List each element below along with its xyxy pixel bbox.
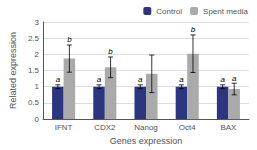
svg-text:IFNT: IFNT: [55, 123, 73, 132]
svg-text:2.5: 2.5: [28, 34, 40, 43]
svg-text:3: 3: [35, 18, 40, 27]
svg-text:1: 1: [35, 82, 40, 91]
svg-text:b: b: [108, 47, 113, 56]
svg-text:Spent media: Spent media: [203, 7, 248, 16]
svg-text:Control: Control: [156, 7, 182, 16]
svg-text:a: a: [97, 75, 102, 84]
svg-text:a: a: [232, 74, 237, 83]
svg-text:b: b: [191, 25, 196, 34]
svg-text:2: 2: [35, 50, 40, 59]
svg-text:CDX2: CDX2: [94, 123, 116, 132]
svg-text:0.5: 0.5: [28, 98, 40, 107]
svg-text:b: b: [67, 35, 72, 44]
svg-text:0: 0: [35, 115, 40, 124]
svg-text:a: a: [179, 75, 184, 84]
svg-text:Nanog: Nanog: [134, 123, 158, 132]
svg-text:BAX: BAX: [220, 123, 237, 132]
svg-text:Genes expression: Genes expression: [110, 136, 183, 146]
svg-text:a: a: [56, 75, 61, 84]
svg-text:Related expression: Related expression: [8, 32, 18, 109]
svg-text:1.5: 1.5: [28, 66, 40, 75]
svg-text:a: a: [138, 75, 143, 84]
svg-text:Oct4: Oct4: [179, 123, 196, 132]
svg-text:a: a: [220, 75, 225, 84]
